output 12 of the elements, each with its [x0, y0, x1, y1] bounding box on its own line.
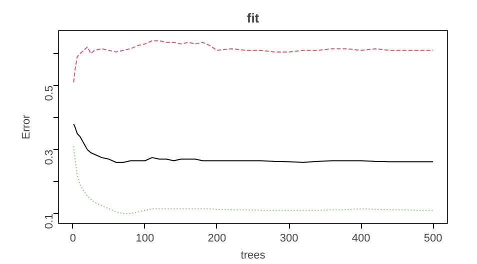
x-axis-title: trees: [240, 250, 266, 262]
x-tick-label: 500: [424, 232, 442, 244]
y-tick-label: 0.1: [44, 214, 56, 229]
x-tick-label: 300: [280, 232, 298, 244]
x-tick-label: 100: [136, 232, 154, 244]
y-tick-label: 0.3: [44, 150, 56, 165]
y-tick-label: 0.5: [44, 86, 56, 101]
chart-title: fit: [246, 10, 260, 26]
y-axis-title: Error: [20, 114, 32, 140]
x-tick-label: 400: [352, 232, 370, 244]
x-tick-label: 200: [208, 232, 226, 244]
x-tick-label: 0: [70, 232, 76, 244]
